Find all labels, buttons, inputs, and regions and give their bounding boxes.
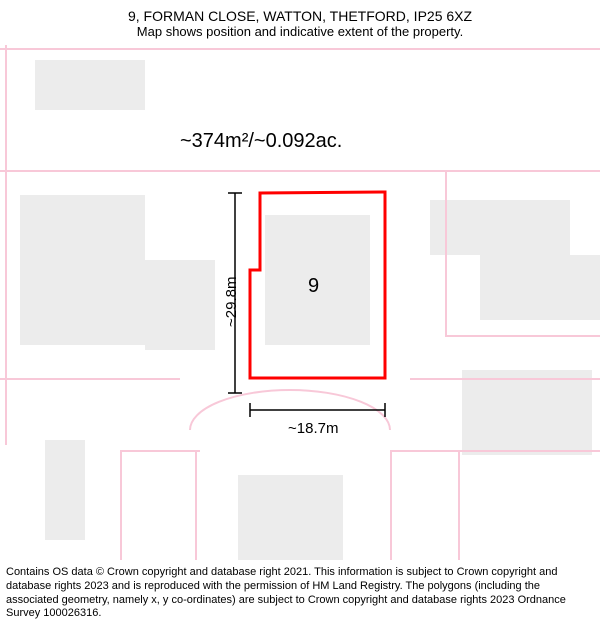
page-title: 9, FORMAN CLOSE, WATTON, THETFORD, IP25 … bbox=[0, 8, 600, 24]
dimension-vertical bbox=[228, 193, 242, 393]
dimension-horizontal bbox=[250, 403, 385, 417]
page-subtitle: Map shows position and indicative extent… bbox=[0, 24, 600, 39]
copyright-footer: Contains OS data © Crown copyright and d… bbox=[6, 566, 594, 621]
map-canvas: ~374m²/~0.092ac. 9 ~29.8m ~18.7m bbox=[0, 0, 600, 560]
map-overlay-svg bbox=[0, 0, 600, 560]
header: 9, FORMAN CLOSE, WATTON, THETFORD, IP25 … bbox=[0, 8, 600, 39]
property-outline bbox=[250, 192, 385, 378]
